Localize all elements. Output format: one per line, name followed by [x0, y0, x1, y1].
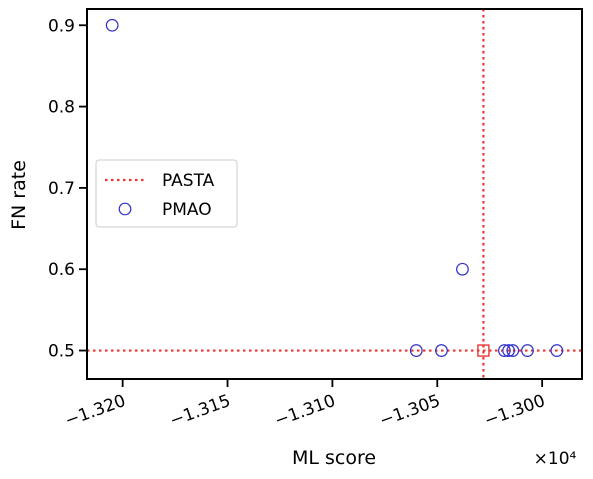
pmao-point-4: [497, 344, 511, 357]
x-tick-label-2: −1.310: [272, 391, 338, 431]
pmao-point-6: [506, 344, 520, 357]
y-tick-label-4: 0.9: [48, 16, 75, 36]
reference-lines-layer: [87, 9, 582, 379]
x-tick-label-3: −1.305: [377, 391, 443, 431]
plot-frame: [86, 8, 583, 380]
pmao-point-7: [521, 344, 534, 357]
pmao-point-2: [409, 344, 423, 357]
pasta-point-0: [477, 344, 490, 357]
pmao-point-8: [550, 344, 564, 357]
y-tick-label-0: 0.5: [48, 342, 75, 362]
y-tick-label-3: 0.8: [48, 98, 75, 118]
marks-layer: [105, 18, 564, 357]
x-tick-label-4: −1.300: [482, 391, 548, 431]
x-tick-label-0: −1.320: [62, 391, 128, 431]
x-axis-offset-label: ×10⁴: [534, 449, 577, 469]
pmao-point-5: [502, 344, 515, 357]
y-tick-label-1: 0.6: [48, 260, 75, 280]
legend-pasta-label: PASTA: [162, 171, 215, 191]
legend-pmao-label: PMAO: [162, 200, 212, 220]
pmao-point-0: [105, 18, 119, 32]
y-tick-label-2: 0.7: [48, 179, 75, 199]
x-axis-label: ML score: [292, 447, 376, 469]
y-axis-label: FN rate: [8, 160, 30, 230]
legend-pmao-swatch: [118, 202, 132, 216]
x-tick-label-1: −1.315: [167, 391, 233, 431]
legend: PASTA PMAO: [95, 159, 238, 228]
pmao-point-1: [456, 262, 469, 276]
pmao-point-3: [435, 344, 448, 357]
